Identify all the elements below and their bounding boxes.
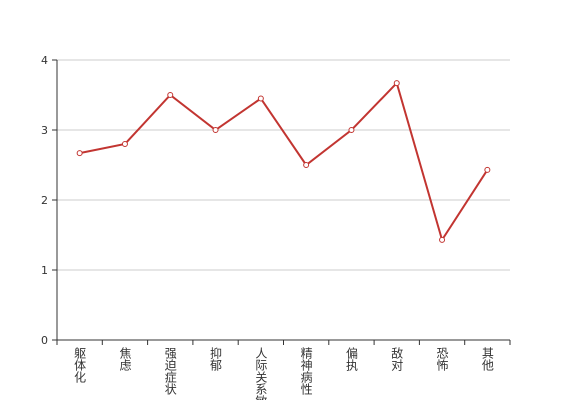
x-tick-label: 其他 [480,347,494,371]
point [393,80,400,87]
point [439,236,446,243]
point [348,127,355,133]
x-tick-label: 精神病性 [299,347,313,396]
y-tick-label: 2 [41,194,48,207]
x-tick-label: 人际关系敏感 [254,347,268,400]
point [167,92,174,98]
point [212,127,219,133]
point [303,162,310,168]
y-tick-label: 3 [41,124,48,137]
y-tick-label: 0 [41,334,48,347]
x-tick-label: 偏执 [344,346,358,372]
x-tick-label: 焦虑 [118,347,132,371]
x-tick-label: 敌对 [390,346,404,371]
x-tick-label: 抑郁 [209,346,223,372]
y-tick-label: 4 [41,54,48,67]
point [121,141,128,147]
line [79,81,489,243]
y-tick-label: 1 [41,264,48,277]
point [76,150,83,157]
x-tick-label: 恐怖 [435,347,449,371]
x-tick-label: 强迫症状 [163,347,177,395]
x-tick-label: 躯体化 [73,346,87,384]
point [257,95,264,102]
point [484,166,491,173]
